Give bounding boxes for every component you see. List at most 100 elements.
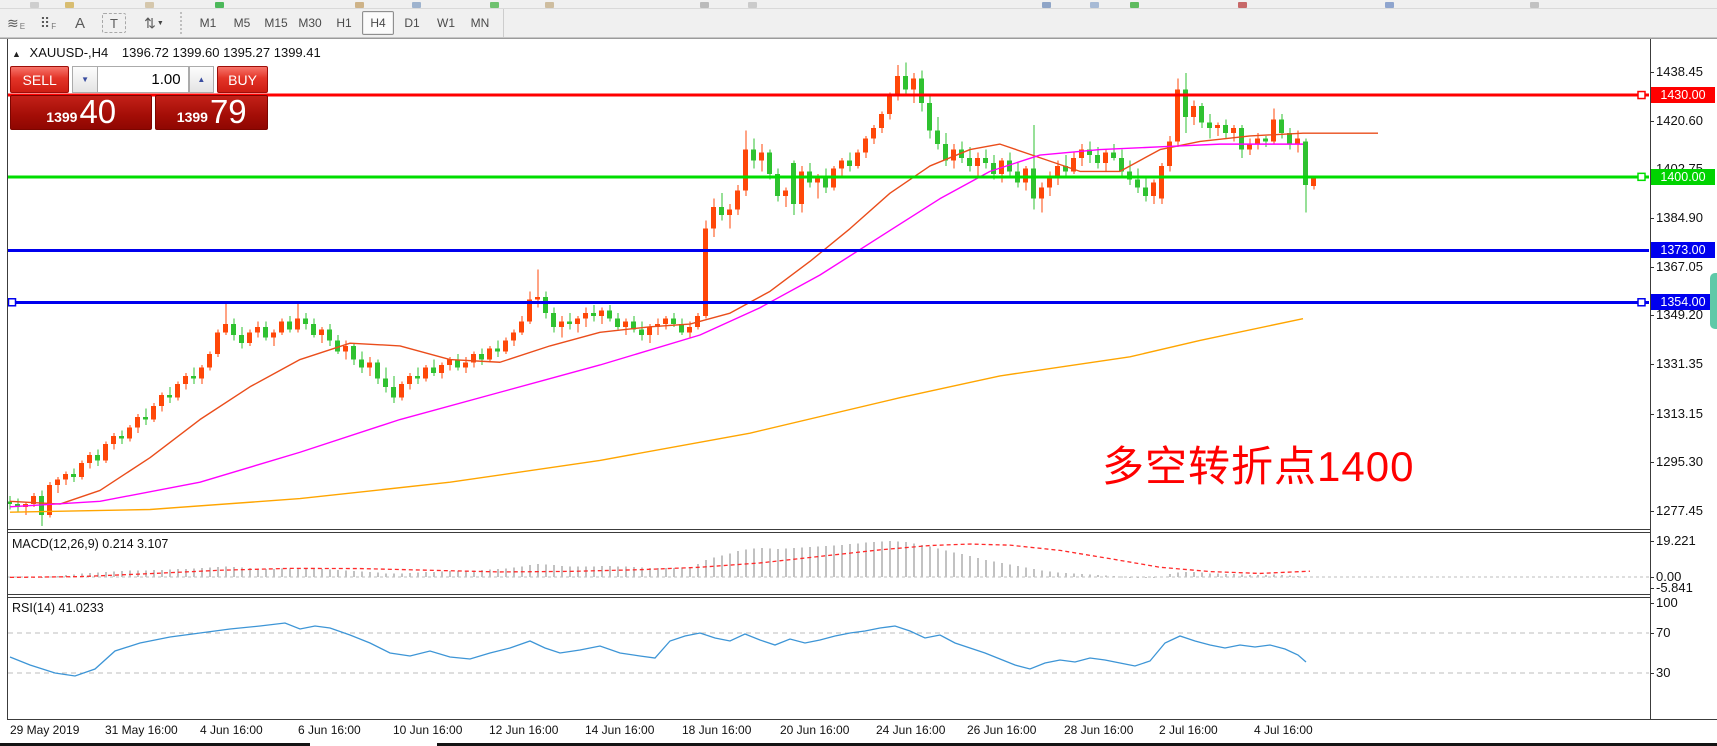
price-tick-mark bbox=[1650, 413, 1654, 415]
toolbar-fragment-icon bbox=[700, 2, 709, 8]
price-tick-mark bbox=[1650, 218, 1654, 219]
timeframe-button-h1[interactable]: H1 bbox=[336, 16, 352, 30]
bid-price-big: 40 bbox=[79, 93, 117, 130]
timeframe-button-group: M1 M5 M15 M30 H1 H4 D1 W1 MN bbox=[191, 9, 504, 37]
clipped-upper-toolbar bbox=[0, 0, 1717, 9]
date-tick-label: 31 May 16:00 bbox=[105, 723, 178, 737]
timeframe-button-d1[interactable]: D1 bbox=[404, 16, 420, 30]
toolbar-fragment-icon bbox=[412, 2, 421, 8]
date-tick-label: 28 Jun 16:00 bbox=[1064, 723, 1134, 737]
macd-signal-line bbox=[9, 543, 1311, 579]
pane-separator[interactable] bbox=[7, 594, 1650, 595]
buy-button[interactable]: BUY bbox=[217, 66, 268, 93]
support-line-1354-handle[interactable] bbox=[7, 298, 17, 307]
toolbar-fragment-icon bbox=[1090, 2, 1099, 8]
pivot-line-1400-handle[interactable] bbox=[1637, 172, 1646, 182]
support-line-1354-handle[interactable] bbox=[1637, 298, 1646, 307]
ask-price-small: 1399 bbox=[176, 109, 208, 125]
rsi-axis-label: 100 bbox=[1656, 595, 1678, 610]
timeframe-button-w1[interactable]: W1 bbox=[437, 16, 455, 30]
chart-title: ▲ XAUUSD-,H4 1396.72 1399.60 1395.27 139… bbox=[12, 45, 321, 60]
chinese-annotation-text: 多空转折点1400 bbox=[1102, 443, 1415, 490]
macd-tick-mark bbox=[1650, 540, 1654, 542]
text-label-icon[interactable]: A bbox=[66, 10, 94, 36]
macd-axis-label: 19.221 bbox=[1656, 532, 1696, 548]
toolbar-fragment-icon bbox=[145, 2, 154, 8]
timeframe-button-m5[interactable]: M5 bbox=[233, 16, 251, 30]
toolbar-fragment-icon bbox=[1385, 2, 1394, 8]
icon-subscript: F bbox=[51, 22, 57, 31]
volume-increase-button[interactable]: ▲ bbox=[188, 66, 215, 93]
icon-glyph: A bbox=[74, 14, 85, 32]
rsi-line bbox=[9, 622, 1307, 677]
price-tick-label: 1313.15 bbox=[1656, 405, 1703, 421]
toolbar-fragment-icon bbox=[1238, 2, 1247, 8]
one-click-trade-panel: SELL ▼ 1.00 ▲ BUY 1399 40 1399 79 bbox=[10, 66, 268, 130]
price-tick-mark bbox=[1650, 266, 1654, 268]
bid-price-small: 1399 bbox=[46, 109, 78, 125]
price-tick-label: 1277.45 bbox=[1656, 502, 1703, 518]
price-level-badge-1400.00[interactable]: 1400.00 bbox=[1651, 168, 1715, 185]
price-tick-mark bbox=[1650, 462, 1654, 464]
date-tick-label: 2 Jul 16:00 bbox=[1159, 723, 1218, 737]
macd-indicator-label: MACD(12,26,9) 0.214 3.107 bbox=[12, 537, 169, 551]
sell-button[interactable]: SELL bbox=[10, 66, 70, 93]
timeframe-button-m30[interactable]: M30 bbox=[298, 16, 322, 30]
timeframe-button-m15[interactable]: M15 bbox=[264, 16, 288, 30]
rsi-axis-label: 30 bbox=[1656, 665, 1671, 680]
text-box-icon[interactable]: T bbox=[102, 13, 126, 33]
time-axis-border bbox=[7, 719, 1717, 720]
icon-glyph: ⠿ bbox=[39, 14, 51, 31]
pane-separator bbox=[7, 597, 1650, 598]
date-tick-label: 4 Jul 16:00 bbox=[1254, 723, 1313, 737]
ask-price-display[interactable]: 1399 79 bbox=[155, 95, 268, 130]
grid-pattern-icon[interactable]: ⠿ F bbox=[34, 10, 62, 36]
collapse-triangle-icon[interactable]: ▲ bbox=[12, 49, 21, 59]
price-tick-mark bbox=[1650, 72, 1654, 73]
toolbar-separator bbox=[180, 12, 187, 34]
toolbar-fragment-icon bbox=[748, 2, 757, 8]
price-level-badge-1373.00[interactable]: 1373.00 bbox=[1651, 242, 1715, 259]
rsi-tick-mark bbox=[1650, 633, 1654, 634]
price-level-badge-1354.00[interactable]: 1354.00 bbox=[1651, 294, 1715, 311]
cycle-arrows-icon[interactable]: ⇅ ▼ bbox=[134, 10, 174, 36]
chart-canvas[interactable] bbox=[0, 39, 1717, 746]
plot-left-border bbox=[7, 39, 8, 719]
date-tick-label: 6 Jun 16:00 bbox=[298, 723, 361, 737]
chevron-down-icon: ▼ bbox=[156, 19, 164, 27]
price-tick-mark bbox=[1650, 364, 1654, 366]
date-tick-label: 26 Jun 16:00 bbox=[967, 723, 1037, 737]
indicator-pattern-icon[interactable]: ≋ E bbox=[2, 10, 30, 36]
main-toolbar: ≋ E ⠿ F A T ⇅ ▼ M1 M5 M15 M30 H1 H4 D1 W1 MN bbox=[0, 9, 1717, 38]
rsi-axis-label: 70 bbox=[1656, 625, 1671, 640]
macd-tick-mark bbox=[1650, 587, 1654, 589]
price-tick-label: 1420.60 bbox=[1656, 112, 1703, 128]
date-tick-label: 14 Jun 16:00 bbox=[585, 723, 655, 737]
date-tick-label: 18 Jun 16:00 bbox=[682, 723, 752, 737]
pane-separator[interactable] bbox=[7, 529, 1650, 530]
icon-glyph: T bbox=[110, 15, 118, 31]
date-tick-label: 10 Jun 16:00 bbox=[393, 723, 463, 737]
toolbar-fragment-icon bbox=[545, 2, 554, 8]
bid-price-display[interactable]: 1399 40 bbox=[10, 93, 153, 130]
resistance-line-1430-handle[interactable] bbox=[1637, 90, 1646, 100]
price-tick-mark bbox=[1650, 315, 1654, 317]
timeframe-button-m1[interactable]: M1 bbox=[199, 16, 217, 30]
volume-decrease-button[interactable]: ▼ bbox=[72, 66, 97, 93]
rsi-indicator-label: RSI(14) 41.0233 bbox=[12, 601, 104, 615]
toolbar-fragment-icon bbox=[355, 2, 364, 8]
price-level-badge-1430.00[interactable]: 1430.00 bbox=[1651, 87, 1715, 104]
price-tick-label: 1367.05 bbox=[1656, 258, 1703, 274]
mid-ma-line bbox=[9, 143, 1303, 508]
timeframe-button-mn[interactable]: MN bbox=[470, 16, 490, 30]
timeframe-button-h4[interactable]: H4 bbox=[362, 11, 394, 35]
toolbar-fragment-icon bbox=[490, 2, 499, 8]
volume-input[interactable]: 1.00 bbox=[96, 66, 189, 93]
chart-window[interactable]: ▲ XAUUSD-,H4 1396.72 1399.60 1395.27 139… bbox=[0, 38, 1717, 746]
macd-axis-label: 0.00 bbox=[1656, 569, 1682, 584]
rsi-tick-mark bbox=[1650, 673, 1654, 674]
icon-subscript: E bbox=[19, 22, 26, 31]
price-tick-mark bbox=[1650, 510, 1654, 512]
macd-histogram bbox=[9, 541, 1307, 579]
